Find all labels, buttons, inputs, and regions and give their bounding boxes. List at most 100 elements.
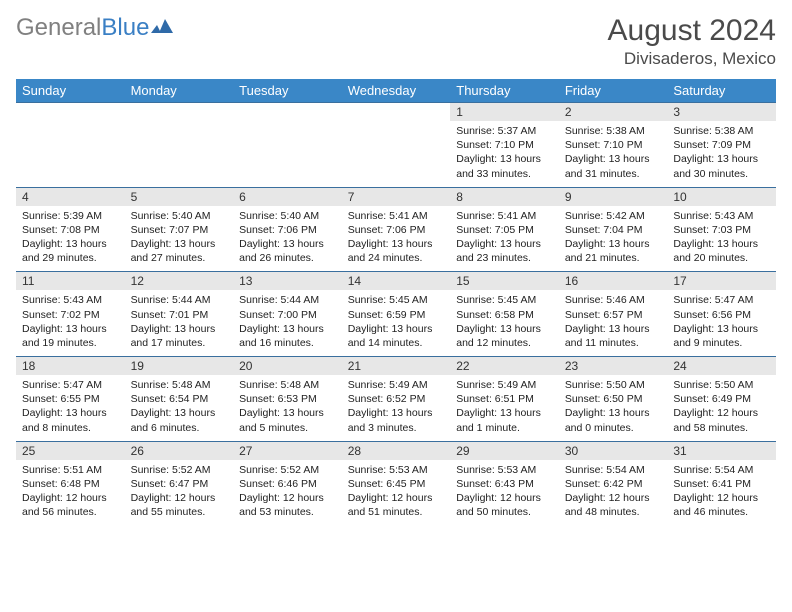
day-info-line: Daylight: 13 hours <box>565 152 662 166</box>
day-info-line: Sunset: 7:00 PM <box>239 308 336 322</box>
day-info: Sunrise: 5:45 AMSunset: 6:58 PMDaylight:… <box>450 290 559 356</box>
weekday-header: Thursday <box>450 79 559 103</box>
day-info-line: Sunset: 7:05 PM <box>456 223 553 237</box>
day-info: Sunrise: 5:44 AMSunset: 7:01 PMDaylight:… <box>125 290 234 356</box>
day-info-line: Sunrise: 5:54 AM <box>673 463 770 477</box>
day-info-line: Sunset: 6:58 PM <box>456 308 553 322</box>
day-info-line: Sunset: 6:59 PM <box>348 308 445 322</box>
day-info-line: Sunrise: 5:53 AM <box>456 463 553 477</box>
day-info-line: Sunset: 7:10 PM <box>565 138 662 152</box>
day-number: 17 <box>667 272 776 290</box>
day-number: 10 <box>667 188 776 206</box>
day-number: 12 <box>125 272 234 290</box>
calendar-day-cell: 29Sunrise: 5:53 AMSunset: 6:43 PMDayligh… <box>450 441 559 525</box>
calendar-day-cell <box>342 103 451 188</box>
day-info-line: and 46 minutes. <box>673 505 770 519</box>
calendar-day-cell: 7Sunrise: 5:41 AMSunset: 7:06 PMDaylight… <box>342 187 451 272</box>
day-info-line: Sunset: 7:02 PM <box>22 308 119 322</box>
day-info-line: and 27 minutes. <box>131 251 228 265</box>
day-info: Sunrise: 5:47 AMSunset: 6:55 PMDaylight:… <box>16 375 125 441</box>
day-info-line: Sunset: 6:52 PM <box>348 392 445 406</box>
calendar-day-cell: 25Sunrise: 5:51 AMSunset: 6:48 PMDayligh… <box>16 441 125 525</box>
day-info-line: Sunrise: 5:38 AM <box>673 124 770 138</box>
day-info: Sunrise: 5:50 AMSunset: 6:50 PMDaylight:… <box>559 375 668 441</box>
day-number: 11 <box>16 272 125 290</box>
day-info-line: Sunset: 7:09 PM <box>673 138 770 152</box>
day-number: 18 <box>16 357 125 375</box>
day-info: Sunrise: 5:54 AMSunset: 6:42 PMDaylight:… <box>559 460 668 526</box>
day-info: Sunrise: 5:44 AMSunset: 7:00 PMDaylight:… <box>233 290 342 356</box>
day-info-line: and 8 minutes. <box>22 421 119 435</box>
day-info-line: and 16 minutes. <box>239 336 336 350</box>
day-number: 3 <box>667 103 776 121</box>
day-info: Sunrise: 5:48 AMSunset: 6:53 PMDaylight:… <box>233 375 342 441</box>
day-info-line: Sunset: 7:01 PM <box>131 308 228 322</box>
calendar-day-cell: 23Sunrise: 5:50 AMSunset: 6:50 PMDayligh… <box>559 357 668 442</box>
calendar-day-cell: 12Sunrise: 5:44 AMSunset: 7:01 PMDayligh… <box>125 272 234 357</box>
day-info-line: Sunrise: 5:41 AM <box>456 209 553 223</box>
day-number: 21 <box>342 357 451 375</box>
day-info-line: Daylight: 13 hours <box>456 152 553 166</box>
day-info-line: and 19 minutes. <box>22 336 119 350</box>
logo-text-blue: Blue <box>101 14 149 42</box>
day-info-line: and 51 minutes. <box>348 505 445 519</box>
day-info: Sunrise: 5:43 AMSunset: 7:03 PMDaylight:… <box>667 206 776 272</box>
day-info-line: and 11 minutes. <box>565 336 662 350</box>
day-number: 1 <box>450 103 559 121</box>
day-info: Sunrise: 5:53 AMSunset: 6:45 PMDaylight:… <box>342 460 451 526</box>
calendar-day-cell: 14Sunrise: 5:45 AMSunset: 6:59 PMDayligh… <box>342 272 451 357</box>
day-number <box>342 103 451 120</box>
day-info-line: and 56 minutes. <box>22 505 119 519</box>
day-info <box>233 120 342 129</box>
day-info-line: Sunset: 6:48 PM <box>22 477 119 491</box>
day-number: 20 <box>233 357 342 375</box>
day-info-line: Daylight: 13 hours <box>456 237 553 251</box>
day-info-line: Daylight: 13 hours <box>565 322 662 336</box>
day-info-line: Daylight: 13 hours <box>239 322 336 336</box>
day-number: 2 <box>559 103 668 121</box>
day-info-line: Sunset: 7:03 PM <box>673 223 770 237</box>
day-info-line: Sunset: 6:43 PM <box>456 477 553 491</box>
calendar-day-cell: 17Sunrise: 5:47 AMSunset: 6:56 PMDayligh… <box>667 272 776 357</box>
day-info: Sunrise: 5:37 AMSunset: 7:10 PMDaylight:… <box>450 121 559 187</box>
weekday-header: Friday <box>559 79 668 103</box>
day-info-line: and 20 minutes. <box>673 251 770 265</box>
day-number <box>233 103 342 120</box>
calendar-day-cell <box>16 103 125 188</box>
calendar-week-row: 4Sunrise: 5:39 AMSunset: 7:08 PMDaylight… <box>16 187 776 272</box>
day-info-line: and 21 minutes. <box>565 251 662 265</box>
day-info-line: Sunrise: 5:45 AM <box>456 293 553 307</box>
day-info-line: Sunrise: 5:48 AM <box>239 378 336 392</box>
day-info-line: and 14 minutes. <box>348 336 445 350</box>
day-info-line: and 24 minutes. <box>348 251 445 265</box>
day-info-line: Sunset: 7:06 PM <box>348 223 445 237</box>
day-info-line: Sunrise: 5:45 AM <box>348 293 445 307</box>
weekday-header-row: Sunday Monday Tuesday Wednesday Thursday… <box>16 79 776 103</box>
day-info-line: Sunrise: 5:50 AM <box>673 378 770 392</box>
day-info-line: Sunrise: 5:52 AM <box>131 463 228 477</box>
calendar-body: 1Sunrise: 5:37 AMSunset: 7:10 PMDaylight… <box>16 103 776 526</box>
calendar-day-cell: 28Sunrise: 5:53 AMSunset: 6:45 PMDayligh… <box>342 441 451 525</box>
day-info-line: Sunset: 7:04 PM <box>565 223 662 237</box>
day-info: Sunrise: 5:39 AMSunset: 7:08 PMDaylight:… <box>16 206 125 272</box>
day-number: 22 <box>450 357 559 375</box>
day-info-line: Sunrise: 5:41 AM <box>348 209 445 223</box>
day-info: Sunrise: 5:52 AMSunset: 6:47 PMDaylight:… <box>125 460 234 526</box>
day-info <box>16 120 125 129</box>
day-info-line: and 0 minutes. <box>565 421 662 435</box>
day-info-line: and 23 minutes. <box>456 251 553 265</box>
day-number: 14 <box>342 272 451 290</box>
day-info-line: Sunrise: 5:53 AM <box>348 463 445 477</box>
day-info: Sunrise: 5:48 AMSunset: 6:54 PMDaylight:… <box>125 375 234 441</box>
day-number: 15 <box>450 272 559 290</box>
day-info-line: Sunset: 6:49 PM <box>673 392 770 406</box>
calendar-day-cell <box>125 103 234 188</box>
day-info: Sunrise: 5:49 AMSunset: 6:51 PMDaylight:… <box>450 375 559 441</box>
day-info-line: Sunset: 7:10 PM <box>456 138 553 152</box>
day-info-line: Sunrise: 5:37 AM <box>456 124 553 138</box>
day-info-line: and 33 minutes. <box>456 167 553 181</box>
day-info-line: Daylight: 13 hours <box>131 237 228 251</box>
day-info-line: Daylight: 13 hours <box>22 406 119 420</box>
day-info: Sunrise: 5:50 AMSunset: 6:49 PMDaylight:… <box>667 375 776 441</box>
day-info-line: Sunset: 6:51 PM <box>456 392 553 406</box>
